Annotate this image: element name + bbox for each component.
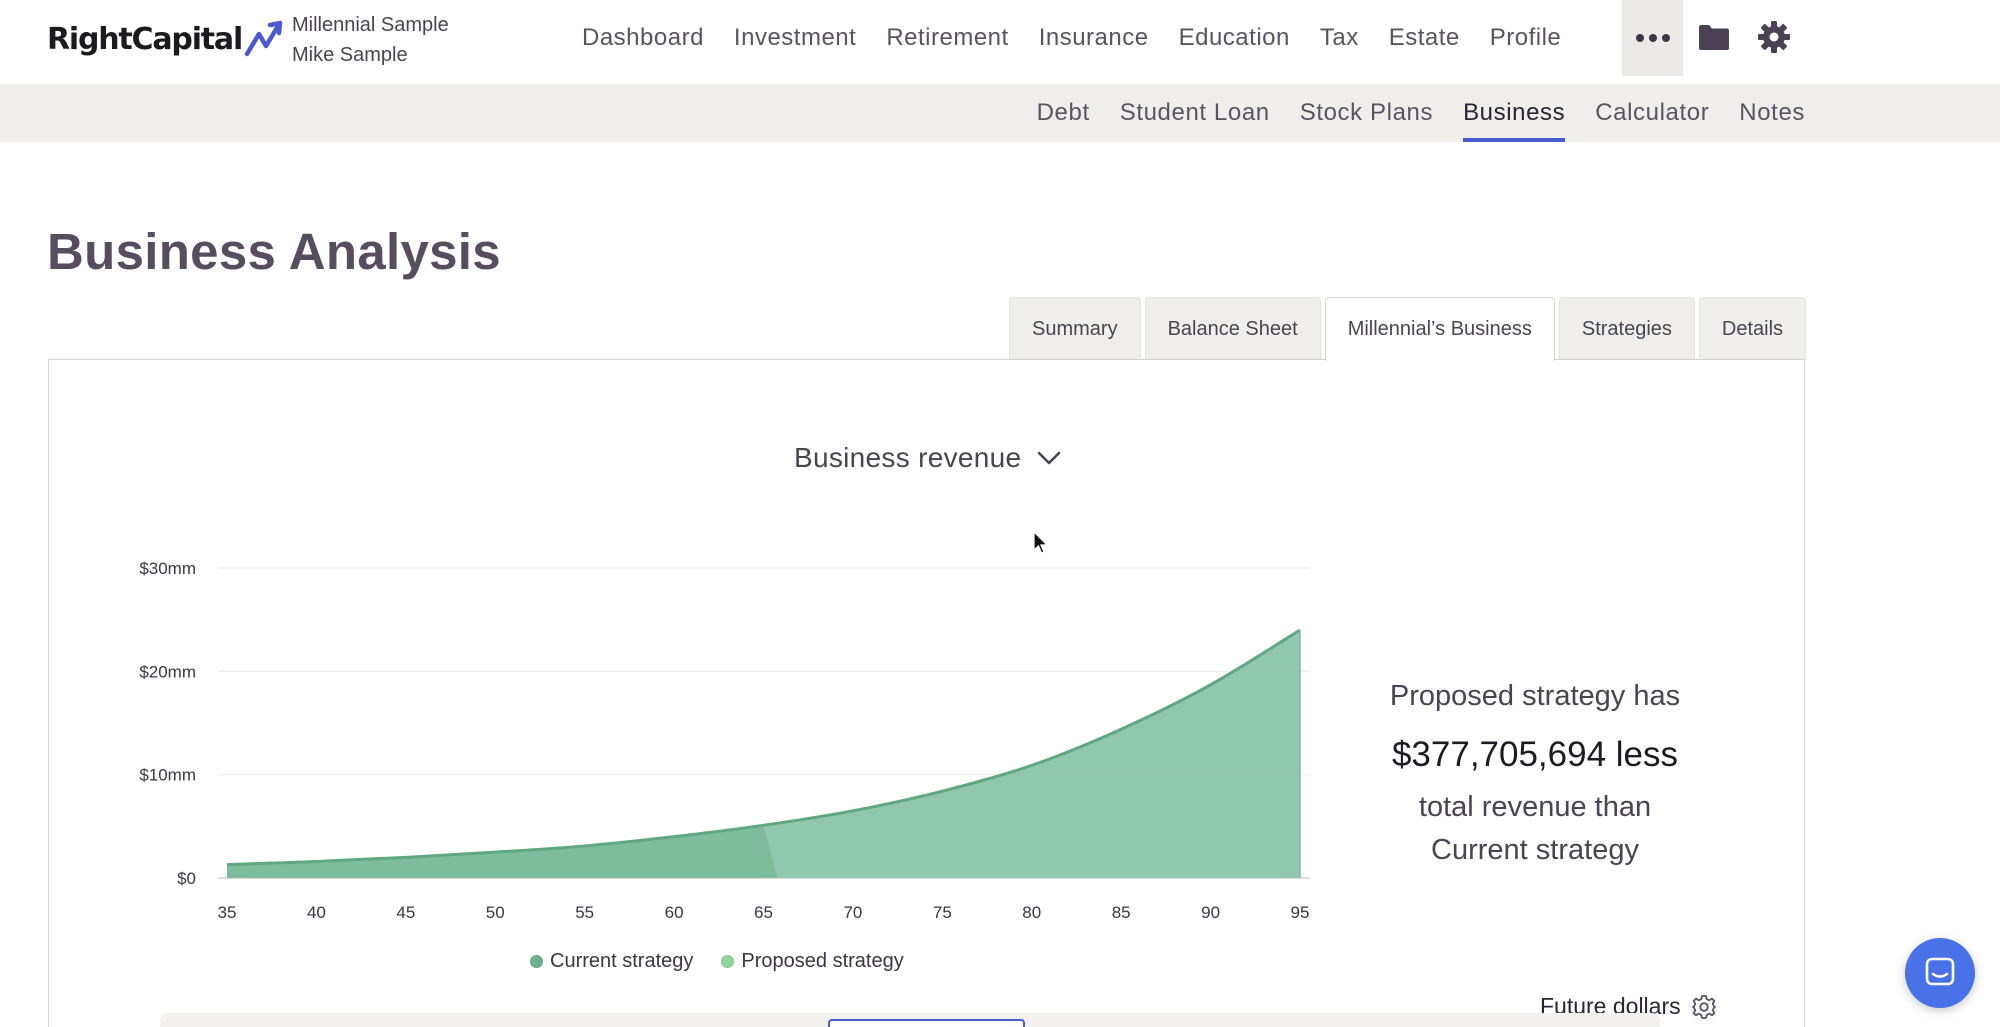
subnav-debt[interactable]: Debt bbox=[1036, 99, 1090, 126]
chevron-down-icon bbox=[1038, 451, 1061, 465]
subnav-calculator[interactable]: Calculator bbox=[1595, 99, 1710, 126]
more-icon-dot bbox=[1661, 34, 1670, 42]
top-header: RightCapital Millennial Sample Mike Samp… bbox=[0, 0, 2000, 84]
client-switcher[interactable]: Millennial Sample Mike Sample bbox=[292, 10, 449, 70]
client-household-name: Millennial Sample bbox=[292, 14, 449, 36]
nav-retirement[interactable]: Retirement bbox=[886, 24, 1009, 51]
strategy-comparison-summary: Proposed strategy has $377,705,694 less … bbox=[1340, 672, 1730, 872]
more-icon-dot bbox=[1648, 34, 1657, 42]
tab-millennials-business[interactable]: Millennial’s Business bbox=[1324, 297, 1555, 361]
metric-dropdown[interactable]: Business revenue bbox=[794, 442, 1063, 474]
subnav-stock-plans[interactable]: Stock Plans bbox=[1299, 99, 1434, 126]
main-nav: Dashboard Investment Retirement Insuranc… bbox=[582, 0, 1591, 76]
logo-text: RightCapital bbox=[47, 21, 243, 57]
nav-insurance[interactable]: Insurance bbox=[1038, 24, 1149, 51]
summary-line-3: total revenue than bbox=[1418, 791, 1652, 823]
legend-dot-current bbox=[530, 955, 543, 968]
analysis-tabs: Summary Balance Sheet Millennial’s Busin… bbox=[1009, 297, 1807, 361]
subnav-notes[interactable]: Notes bbox=[1739, 99, 1805, 126]
tab-details[interactable]: Details bbox=[1698, 297, 1807, 360]
page-title: Business Analysis bbox=[47, 223, 501, 280]
sub-header: Debt Student Loan Stock Plans Business C… bbox=[0, 84, 2000, 142]
chart-legend: Current strategy Proposed strategy bbox=[530, 950, 932, 973]
logo-arrow-icon bbox=[244, 20, 283, 57]
legend-dot-proposed bbox=[721, 955, 735, 968]
metric-dropdown-value: Business revenue bbox=[794, 442, 1022, 473]
chat-icon bbox=[1925, 957, 1955, 986]
summary-line-1: Proposed strategy has bbox=[1389, 680, 1681, 712]
mouse-cursor-icon bbox=[1033, 531, 1049, 554]
tab-strategies[interactable]: Strategies bbox=[1558, 297, 1695, 360]
summary-line-4: Current strategy bbox=[1431, 834, 1639, 866]
nav-tax[interactable]: Tax bbox=[1319, 24, 1359, 51]
legend-item-current[interactable]: Current strategy bbox=[530, 950, 693, 973]
tab-balance-sheet[interactable]: Balance Sheet bbox=[1144, 297, 1321, 360]
nav-investment[interactable]: Investment bbox=[733, 24, 857, 51]
gear-outline-icon[interactable] bbox=[1691, 994, 1717, 1020]
nav-dashboard[interactable]: Dashboard bbox=[582, 24, 704, 51]
more-menu-button[interactable] bbox=[1622, 0, 1683, 76]
nav-education[interactable]: Education bbox=[1178, 24, 1290, 51]
bottom-toggle-button[interactable] bbox=[828, 1019, 1025, 1027]
gear-icon[interactable] bbox=[1757, 20, 1791, 54]
legend-item-proposed[interactable]: Proposed strategy bbox=[721, 950, 904, 973]
legend-label-current: Current strategy bbox=[550, 950, 694, 972]
chat-support-button[interactable] bbox=[1905, 938, 1975, 1008]
rightcapital-logo[interactable]: RightCapital bbox=[47, 18, 286, 60]
nav-estate[interactable]: Estate bbox=[1388, 24, 1460, 51]
subnav-student-loan[interactable]: Student Loan bbox=[1119, 99, 1270, 126]
tab-summary[interactable]: Summary bbox=[1009, 297, 1141, 360]
sub-nav: Debt Student Loan Stock Plans Business C… bbox=[1007, 84, 1805, 142]
nav-profile[interactable]: Profile bbox=[1489, 24, 1562, 51]
folder-icon[interactable] bbox=[1697, 20, 1731, 54]
subnav-business[interactable]: Business bbox=[1463, 84, 1566, 142]
summary-difference-amount: $377,705,694 less bbox=[1391, 735, 1679, 774]
more-icon-dot bbox=[1635, 34, 1644, 42]
client-person-name: Mike Sample bbox=[292, 44, 408, 66]
legend-label-proposed: Proposed strategy bbox=[741, 950, 904, 972]
